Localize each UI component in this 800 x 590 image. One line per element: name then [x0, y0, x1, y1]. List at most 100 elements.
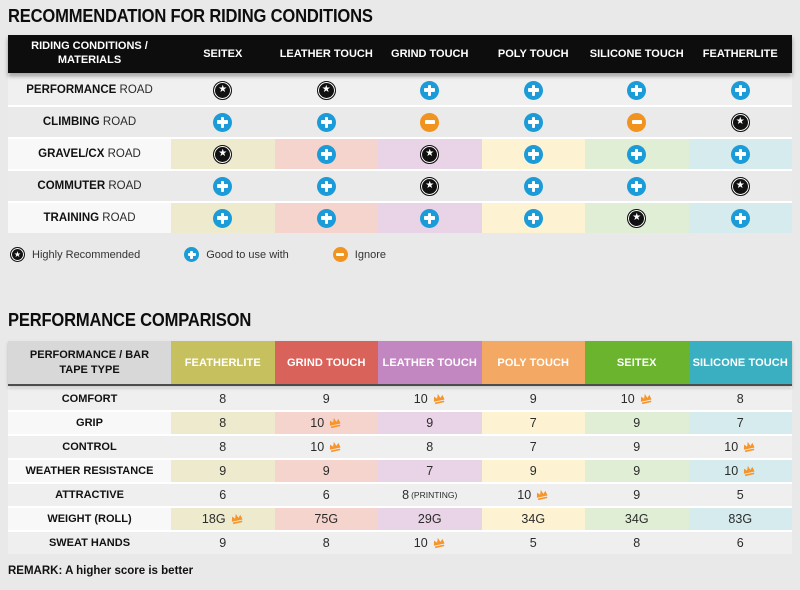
rating-cell-grind-touch [378, 107, 482, 137]
legend-label: Good to use with [206, 248, 289, 261]
plus-icon [523, 176, 543, 196]
performance-table: PERFORMANCE / BAR TAPE TYPE FEATHERLITE G… [8, 341, 792, 554]
row-label-bold: TRAINING [43, 212, 100, 224]
score-cell-poly-touch: 5 [481, 532, 585, 554]
minus-icon [420, 112, 440, 132]
performance-table-body: COMFORT 8 9 10 9 10 8 GRIP 8 10 9 7 9 7 CONTROL 8 10 8 7 9 1… [8, 386, 792, 554]
score-value: 9 [633, 488, 641, 502]
riding-row-climbing: CLIMBING ROAD ★ [8, 107, 792, 137]
score-cell-seitex: 9 [585, 412, 689, 434]
riding-header-label: RIDING CONDITIONS / MATERIALS [31, 40, 148, 66]
column-header-grind-touch: GRIND TOUCH [274, 341, 378, 384]
score-cell-silicone-touch: 5 [688, 484, 792, 506]
score-value: 9 [219, 464, 227, 478]
column-header-poly-touch: POLY TOUCH [497, 48, 569, 60]
score-cell-seitex: 8 [585, 532, 689, 554]
score-cell-featherlite: 9 [171, 532, 275, 554]
riding-table-body: PERFORMANCE ROAD ★ ★ CLIMBING ROAD ★ GRAVEL/C… [8, 73, 792, 233]
plus-icon [523, 112, 543, 132]
score-value: 34G [521, 512, 546, 526]
column-header-seitex: SEITEX [585, 341, 689, 384]
score-value: 10 [724, 440, 739, 454]
score-value: 9 [633, 440, 641, 454]
performance-row-weight-roll: WEIGHT (ROLL) 18G 75G 29G 34G 34G 83G [8, 508, 792, 530]
score-cell-silicone-touch: 6 [688, 532, 792, 554]
score-value: 8 [322, 536, 330, 550]
score-value: 9 [633, 464, 641, 478]
score-cell-seitex: 34G [585, 508, 689, 530]
plus-icon [316, 208, 336, 228]
star-icon: ★ [730, 112, 750, 132]
score-cell-poly-touch: 9 [481, 388, 585, 410]
score-cell-leather-touch: 10 [378, 532, 482, 554]
crown-icon [741, 439, 757, 453]
legend: ★ Highly Recommended Good to use with Ignor… [10, 247, 790, 262]
column-header-featherlite: FEATHERLITE [702, 48, 778, 60]
plus-icon [420, 208, 440, 228]
rating-cell-featherlite [688, 203, 792, 233]
score-cell-poly-touch: 34G [481, 508, 585, 530]
score-value: 9 [529, 464, 537, 478]
score-value: 9 [322, 392, 330, 406]
column-header-leather-touch: LEATHER TOUCH [378, 341, 482, 384]
legend-label: Ignore [354, 248, 386, 261]
score-value: 9 [426, 416, 434, 430]
rating-cell-poly-touch [481, 171, 585, 201]
score-cell-leather-touch: 8 (PRINTING) [378, 484, 482, 506]
score-value: 10 [413, 536, 428, 550]
plus-icon [213, 112, 233, 132]
score-cell-grind-touch: 6 [274, 484, 378, 506]
row-label: ATTRACTIVE [8, 484, 171, 506]
star-icon: ★ [627, 208, 647, 228]
crown-icon [534, 487, 550, 501]
score-cell-grind-touch: 75G [274, 508, 378, 530]
legend-item-ignore: Ignore [332, 247, 386, 262]
row-label: COMMUTER ROAD [8, 171, 171, 201]
row-label-bold: GRAVEL/CX [38, 148, 105, 160]
score-value: 10 [413, 392, 428, 406]
score-cell-poly-touch: 9 [481, 460, 585, 482]
plus-icon [730, 80, 750, 100]
rating-cell-silicone-touch [585, 171, 689, 201]
plus-icon [627, 80, 647, 100]
star-icon: ★ [730, 176, 750, 196]
score-cell-silicone-touch: 83G [688, 508, 792, 530]
rating-cell-leather-touch [274, 171, 378, 201]
performance-table-header: PERFORMANCE / BAR TAPE TYPE FEATHERLITE G… [8, 341, 792, 386]
rating-cell-grind-touch [378, 203, 482, 233]
score-value: 9 [529, 392, 537, 406]
score-value: 8 [219, 416, 227, 430]
rating-cell-poly-touch [481, 203, 585, 233]
score-value: 6 [219, 488, 227, 502]
column-header-silicone-touch: SILICONE TOUCH [589, 48, 684, 60]
rating-cell-featherlite: ★ [688, 171, 792, 201]
score-value: 7 [426, 464, 434, 478]
legend-label: Highly Recommended [32, 248, 141, 261]
plus-icon [523, 80, 543, 100]
minus-icon [332, 247, 348, 262]
score-value: 8 [402, 488, 410, 502]
plus-icon [316, 176, 336, 196]
rating-cell-seitex [171, 107, 275, 137]
plus-icon [213, 208, 233, 228]
plus-icon [627, 144, 647, 164]
column-header-featherlite: FEATHERLITE [171, 341, 275, 384]
score-cell-leather-touch: 7 [378, 460, 482, 482]
riding-row-gravel-cx: GRAVEL/CX ROAD ★ ★ [8, 139, 792, 169]
score-cell-grind-touch: 9 [274, 460, 378, 482]
performance-row-weather-resistance: WEATHER RESISTANCE 9 9 7 9 9 10 [8, 460, 792, 482]
score-value: 7 [529, 416, 537, 430]
plus-icon [730, 208, 750, 228]
column-header-leather-touch: LEATHER TOUCH [279, 48, 373, 60]
riding-conditions-title: RECOMMENDATION FOR RIDING CONDITIONS [8, 6, 373, 26]
rating-cell-leather-touch [274, 107, 378, 137]
rating-cell-poly-touch [481, 107, 585, 137]
row-label: SWEAT HANDS [8, 532, 171, 554]
score-cell-leather-touch: 10 [378, 388, 482, 410]
riding-row-training: TRAINING ROAD ★ [8, 203, 792, 233]
score-cell-featherlite: 8 [171, 412, 275, 434]
rating-cell-featherlite [688, 139, 792, 169]
score-value: 7 [736, 416, 744, 430]
score-value: 7 [529, 440, 537, 454]
row-label-bold: PERFORMANCE [26, 84, 117, 96]
